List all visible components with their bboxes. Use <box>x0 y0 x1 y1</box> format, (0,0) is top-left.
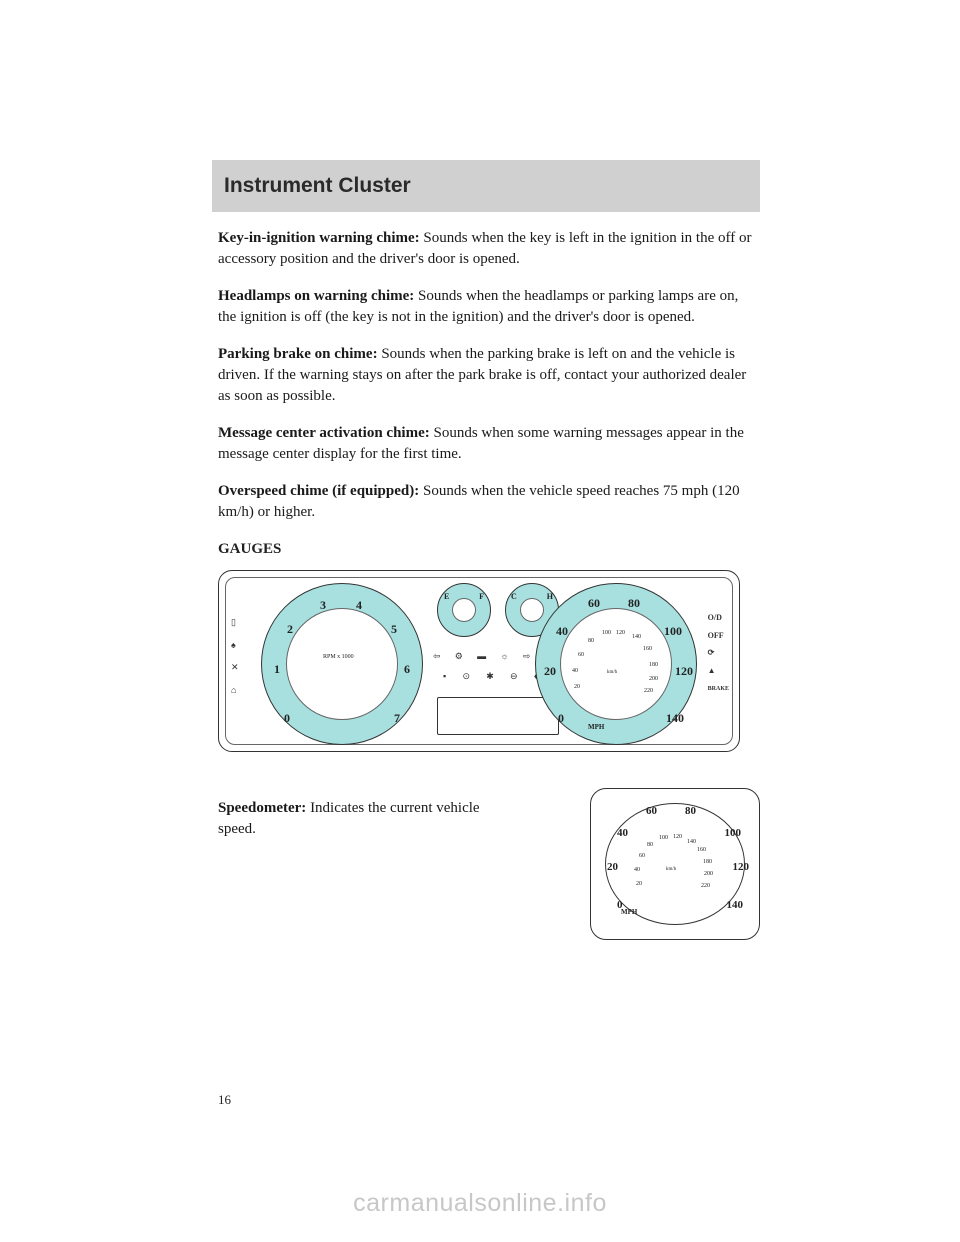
tachometer-gauge: RPM x 1000 0 1 2 3 4 5 6 7 <box>261 583 423 745</box>
kmh-label: km/h <box>607 670 617 675</box>
right-indicator-labels: O/D OFF⟳▲BRAKE <box>708 609 729 697</box>
page-number: 16 <box>218 1092 231 1108</box>
speedometer-dial <box>605 803 745 925</box>
chime-parking-brake: Parking brake on chime: Sounds when the … <box>218 344 760 407</box>
watermark: carmanualsonline.info <box>0 1189 960 1218</box>
instrument-cluster-diagram: RPM x 1000 0 1 2 3 4 5 6 7 E F C H ⇦ ⚙ ▬… <box>218 570 740 752</box>
lcd-display <box>437 697 559 735</box>
page-title: Instrument Cluster <box>224 174 411 197</box>
speedometer-description: Speedometer: Indicates the current vehic… <box>218 798 518 840</box>
tach-units-label: RPM x 1000 <box>323 654 354 660</box>
section-gauges: GAUGES <box>218 541 760 558</box>
chime-overspeed: Overspeed chime (if equipped): Sounds wh… <box>218 481 760 523</box>
header-band: Instrument Cluster <box>212 160 760 212</box>
chime-key-ignition: Key-in-ignition warning chime: Sounds wh… <box>218 228 760 270</box>
mph-label: MPH <box>588 723 604 731</box>
fuel-gauge: E F <box>437 583 491 637</box>
speedometer-gauge: MPH km/h 0 20 40 60 80 100 120 140 20 40… <box>535 583 697 745</box>
speedometer-detail-diagram: MPH km/h 0 20 40 60 80 100 120 140 20 40… <box>590 788 760 940</box>
chime-message-center: Message center activation chime: Sounds … <box>218 423 760 465</box>
left-indicator-icons: ▯♠✕⌂ <box>231 611 239 701</box>
warning-icons-row2: ▪ ⊙ ✱ ⊖ ♦ <box>443 671 545 682</box>
chime-headlamps: Headlamps on warning chime: Sounds when … <box>218 286 760 328</box>
warning-icons-row1: ⇦ ⚙ ▬ ☼ ⇨ <box>433 651 536 662</box>
